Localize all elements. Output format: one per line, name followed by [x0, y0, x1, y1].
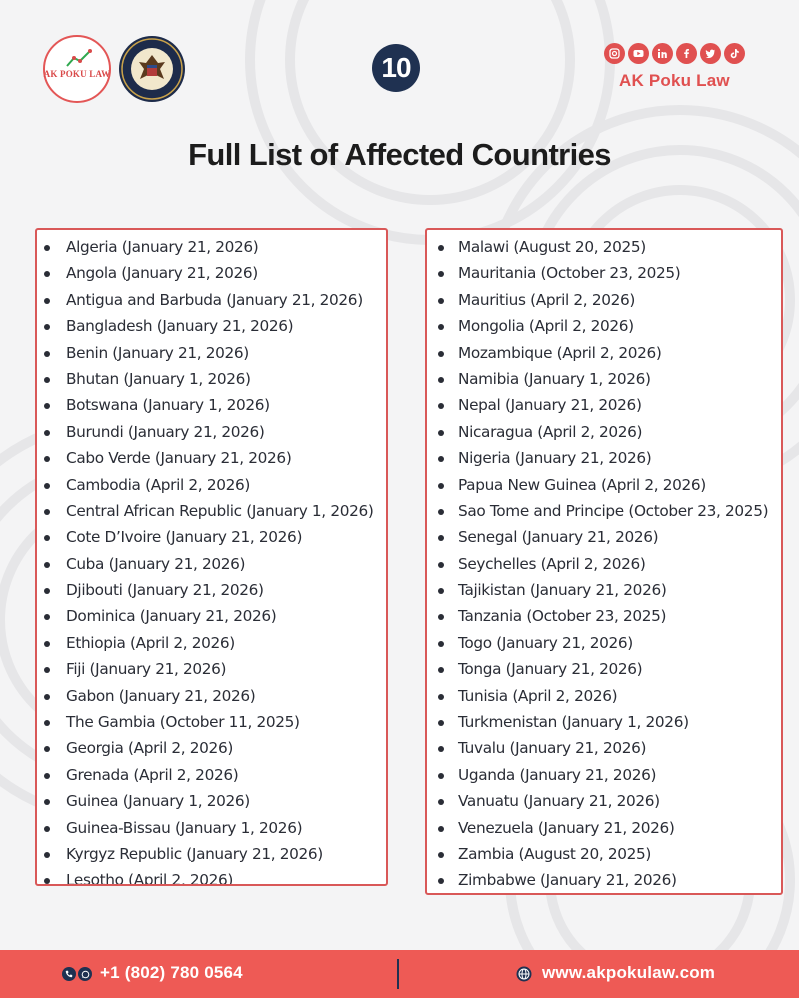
- list-item: Bhutan (January 1, 2026): [37, 366, 386, 392]
- list-item: Dominica (January 21, 2026): [37, 603, 386, 629]
- list-item: Tanzania (October 23, 2025): [427, 603, 781, 629]
- list-item: Nicaragua (April 2, 2026): [427, 419, 781, 445]
- list-item: Cote D’Ivoire (January 21, 2026): [37, 524, 386, 550]
- list-item: Togo (January 21, 2026): [427, 630, 781, 656]
- list-item: Turkmenistan (January 1, 2026): [427, 709, 781, 735]
- list-item: Mauritius (April 2, 2026): [427, 287, 781, 313]
- list-item: Sao Tome and Principe (October 23, 2025): [427, 498, 781, 524]
- list-item: Malawi (August 20, 2025): [427, 234, 781, 260]
- list-item: Zambia (August 20, 2025): [427, 841, 781, 867]
- list-item: Fiji (January 21, 2026): [37, 656, 386, 682]
- list-item: Gabon (January 21, 2026): [37, 683, 386, 709]
- countries-list-left: Algeria (January 21, 2026) Angola (Janua…: [35, 228, 388, 886]
- ak-poku-law-logo: AK POKU LAW: [43, 35, 111, 103]
- youtube-icon[interactable]: [628, 43, 649, 64]
- logo-text: AK POKU LAW: [43, 69, 111, 79]
- list-item: Kyrgyz Republic (January 21, 2026): [37, 841, 386, 867]
- phone-number[interactable]: +1 (802) 780 0564: [100, 963, 243, 982]
- list-item: Botswana (January 1, 2026): [37, 392, 386, 418]
- linkedin-icon[interactable]: [652, 43, 673, 64]
- list-item: Tajikistan (January 21, 2026): [427, 577, 781, 603]
- list-item: Burundi (January 21, 2026): [37, 419, 386, 445]
- list-item: Benin (January 21, 2026): [37, 340, 386, 366]
- list-item: Tuvalu (January 21, 2026): [427, 735, 781, 761]
- list-item: Grenada (April 2, 2026): [37, 762, 386, 788]
- list-item: Guinea-Bissau (January 1, 2026): [37, 815, 386, 841]
- list-item: Mauritania (October 23, 2025): [427, 260, 781, 286]
- list-item: Cabo Verde (January 21, 2026): [37, 445, 386, 471]
- list-item: Mongolia (April 2, 2026): [427, 313, 781, 339]
- list-item: Papua New Guinea (April 2, 2026): [427, 472, 781, 498]
- list-item: Cambodia (April 2, 2026): [37, 472, 386, 498]
- list-item: Bangladesh (January 21, 2026): [37, 313, 386, 339]
- facebook-icon[interactable]: [676, 43, 697, 64]
- list-item: Lesotho (April 2, 2026): [37, 867, 386, 884]
- phone-icon: [62, 967, 76, 981]
- list-item: Angola (January 21, 2026): [37, 260, 386, 286]
- department-of-state-seal: [119, 36, 185, 102]
- list-item: Seychelles (April 2, 2026): [427, 551, 781, 577]
- website-link[interactable]: www.akpokulaw.com: [542, 963, 716, 982]
- list-item: Senegal (January 21, 2026): [427, 524, 781, 550]
- list-item: Cuba (January 21, 2026): [37, 551, 386, 577]
- countries-list-right: Malawi (August 20, 2025) Mauritania (Oct…: [425, 228, 783, 895]
- list-item: Djibouti (January 21, 2026): [37, 577, 386, 603]
- list-item: Zimbabwe (January 21, 2026): [427, 867, 781, 893]
- list-item: Tonga (January 21, 2026): [427, 656, 781, 682]
- footer-divider: [397, 959, 399, 989]
- list-item: Tunisia (April 2, 2026): [427, 683, 781, 709]
- list-item: Vanuatu (January 21, 2026): [427, 788, 781, 814]
- list-item: The Gambia (October 11, 2025): [37, 709, 386, 735]
- brand-name: AK Poku Law: [619, 71, 730, 90]
- globe-icon: [516, 966, 532, 982]
- contact-icons: [62, 967, 92, 981]
- list-item: Uganda (January 21, 2026): [427, 762, 781, 788]
- list-item: Nigeria (January 21, 2026): [427, 445, 781, 471]
- social-icons: [604, 43, 745, 64]
- list-item: Antigua and Barbuda (January 21, 2026): [37, 287, 386, 313]
- list-item: Venezuela (January 21, 2026): [427, 815, 781, 841]
- list-item: Nepal (January 21, 2026): [427, 392, 781, 418]
- list-item: Mozambique (April 2, 2026): [427, 340, 781, 366]
- whatsapp-icon: [78, 967, 92, 981]
- footer-bar: +1 (802) 780 0564 www.akpokulaw.com: [0, 950, 799, 998]
- instagram-icon[interactable]: [604, 43, 625, 64]
- list-item: Ethiopia (April 2, 2026): [37, 630, 386, 656]
- page-title: Full List of Affected Countries: [188, 137, 611, 172]
- list-item: Central African Republic (January 1, 202…: [37, 498, 386, 524]
- list-item: Guinea (January 1, 2026): [37, 788, 386, 814]
- twitter-icon[interactable]: [700, 43, 721, 64]
- tiktok-icon[interactable]: [724, 43, 745, 64]
- logo-graph-icon: [66, 49, 92, 67]
- list-item: Namibia (January 1, 2026): [427, 366, 781, 392]
- list-item: Georgia (April 2, 2026): [37, 735, 386, 761]
- list-item: Algeria (January 21, 2026): [37, 234, 386, 260]
- page-number-badge: 10: [372, 44, 420, 92]
